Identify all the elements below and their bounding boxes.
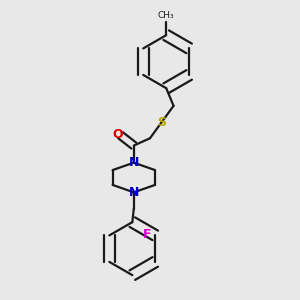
- Text: CH₃: CH₃: [158, 11, 175, 20]
- Text: O: O: [112, 128, 123, 141]
- Text: F: F: [143, 228, 151, 241]
- Text: S: S: [157, 116, 166, 128]
- Text: N: N: [129, 186, 139, 199]
- Text: N: N: [129, 156, 139, 169]
